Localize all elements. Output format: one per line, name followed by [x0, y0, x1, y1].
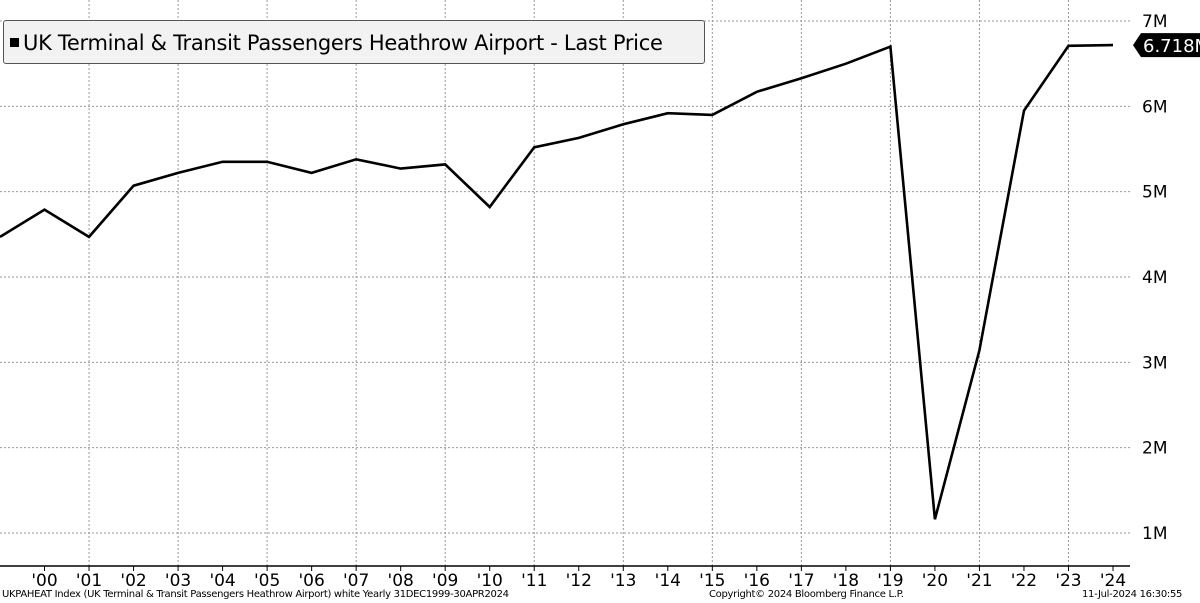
x-tick-label: '05 — [254, 571, 280, 591]
x-tick-label: '22 — [1011, 571, 1037, 591]
legend: UK Terminal & Transit Passengers Heathro… — [3, 20, 705, 64]
last-value-label: 6.718M — [1143, 36, 1200, 57]
x-tick-label: '09 — [432, 571, 458, 591]
x-tick-label: '20 — [922, 571, 948, 591]
x-tick-label: '11 — [521, 571, 547, 591]
x-tick-label: '04 — [209, 571, 235, 591]
x-tick-label: '13 — [610, 571, 636, 591]
y-tick-label: 6M — [1142, 97, 1167, 117]
y-tick-label: 1M — [1142, 524, 1167, 544]
x-tick-label: '17 — [788, 571, 814, 591]
footer-source: UKPAHEAT Index (UK Terminal & Transit Pa… — [2, 589, 509, 600]
x-tick-label: '00 — [31, 571, 57, 591]
x-tick-label: '07 — [343, 571, 369, 591]
y-tick-label: 2M — [1142, 439, 1167, 459]
y-tick-label: 3M — [1142, 353, 1167, 373]
footer-timestamp: 11-Jul-2024 16:30:55 — [1082, 589, 1183, 600]
footer-copyright: Copyright© 2024 Bloomberg Finance L.P. — [709, 589, 904, 600]
x-tick-label: '01 — [76, 571, 102, 591]
series-line — [0, 43, 1114, 520]
x-tick-label: '21 — [966, 571, 992, 591]
x-tick-label: '15 — [699, 571, 725, 591]
x-tick-label: '23 — [1055, 571, 1081, 591]
x-tick-label: '10 — [477, 571, 503, 591]
x-tick-label: '03 — [165, 571, 191, 591]
y-tick-label: 7M — [1142, 12, 1167, 32]
legend-swatch — [10, 37, 19, 47]
x-tick-label: '06 — [298, 571, 324, 591]
x-tick-label: '14 — [655, 571, 681, 591]
x-tick-label: '08 — [388, 571, 414, 591]
y-tick-label: 4M — [1142, 268, 1167, 288]
legend-label: UK Terminal & Transit Passengers Heathro… — [23, 31, 663, 55]
x-tick-label: '19 — [877, 571, 903, 591]
last-value-tag — [1133, 33, 1200, 58]
x-tick-label: '16 — [744, 571, 770, 591]
x-tick-label: '18 — [833, 571, 859, 591]
x-tick-label: '24 — [1100, 571, 1126, 591]
x-tick-label: '12 — [566, 571, 592, 591]
y-tick-label: 5M — [1142, 183, 1167, 203]
x-tick-label: '02 — [120, 571, 146, 591]
